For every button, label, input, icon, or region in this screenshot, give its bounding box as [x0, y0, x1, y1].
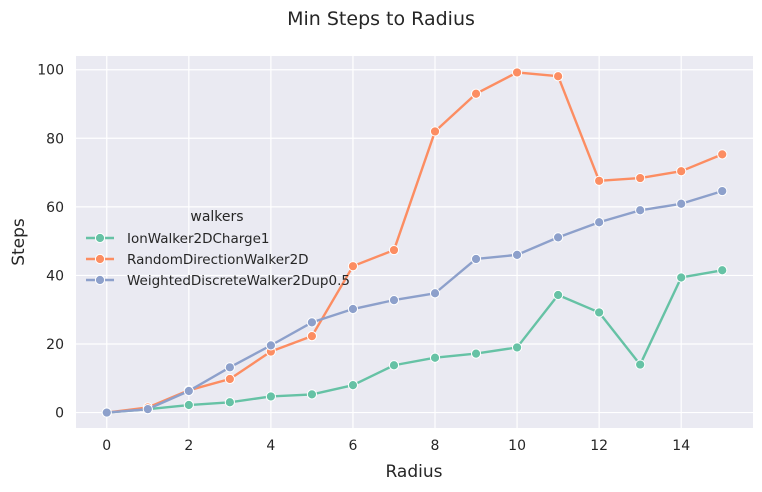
data-point [594, 217, 605, 228]
data-point [511, 249, 523, 260]
x-tick-label: 4 [266, 438, 275, 454]
data-point [388, 360, 400, 371]
y-tick-labels: 0 20 40 60 80 100 [37, 63, 64, 422]
data-point [306, 317, 318, 328]
y-tick-label: 40 [46, 268, 64, 284]
data-point [388, 244, 400, 256]
x-tick-label: 0 [102, 438, 111, 454]
legend-marker [94, 253, 106, 265]
y-tick-label: 0 [55, 406, 64, 422]
data-point [429, 126, 441, 137]
data-point [183, 399, 194, 411]
gridlines [76, 56, 753, 428]
data-point [594, 307, 605, 318]
data-point [306, 389, 318, 400]
data-point [635, 205, 646, 216]
data-point [717, 185, 728, 197]
y-axis-label: Steps [9, 218, 29, 266]
x-tick-label: 12 [590, 438, 608, 454]
data-point [511, 67, 523, 78]
data-point [347, 380, 359, 391]
chart-title: Min Steps to Radius [287, 8, 475, 30]
data-point [635, 359, 646, 370]
data-point [224, 397, 235, 408]
data-point [470, 348, 482, 359]
data-point [553, 71, 564, 82]
data-point [224, 373, 235, 385]
data-point [553, 232, 564, 243]
series-group [101, 185, 728, 418]
data-point [347, 303, 359, 315]
data-point [511, 342, 523, 353]
data-point [676, 272, 687, 283]
data-point [183, 385, 194, 397]
data-point [265, 391, 276, 402]
series-line [105, 269, 724, 414]
data-point [717, 265, 728, 276]
data-point [635, 172, 646, 184]
legend-entry-label: WeightedDiscreteWalker2Dup0.5 [127, 273, 350, 289]
series-line [105, 71, 724, 414]
data-point [676, 166, 687, 177]
legend-entry-label: RandomDirectionWalker2D [127, 252, 309, 268]
y-tick-label: 100 [37, 63, 64, 79]
data-point [594, 175, 605, 186]
x-axis-label: Radius [385, 462, 442, 482]
data-point [553, 289, 564, 301]
data-point [265, 340, 276, 351]
x-tick-label: 8 [431, 438, 440, 454]
data-point [142, 404, 153, 415]
series-line [105, 189, 724, 414]
x-tick-labels: 0 2 4 6 8 10 12 14 [102, 438, 690, 454]
x-tick-label: 14 [672, 438, 690, 454]
x-tick-label: 6 [348, 438, 357, 454]
series-lines [101, 67, 728, 418]
data-point [717, 149, 728, 160]
legend-entry-label: IonWalker2DCharge1 [127, 231, 270, 247]
data-point [101, 407, 112, 418]
legend-marker [94, 232, 106, 244]
y-tick-label: 20 [46, 337, 64, 353]
data-point [306, 331, 318, 342]
y-tick-label: 80 [46, 131, 64, 147]
data-point [429, 288, 441, 299]
legend: walkers IonWalker2DCharge1 RandomDirectio… [86, 209, 350, 289]
data-point [676, 198, 687, 209]
data-point [470, 253, 482, 265]
data-point [388, 295, 400, 306]
data-point [224, 362, 235, 373]
legend-marker [94, 274, 106, 286]
data-point [429, 352, 441, 363]
data-point [347, 261, 359, 272]
legend-title: walkers [190, 209, 243, 225]
x-tick-label: 10 [508, 438, 526, 454]
y-tick-label: 60 [46, 200, 64, 216]
x-tick-label: 2 [184, 438, 193, 454]
data-point [470, 88, 482, 99]
